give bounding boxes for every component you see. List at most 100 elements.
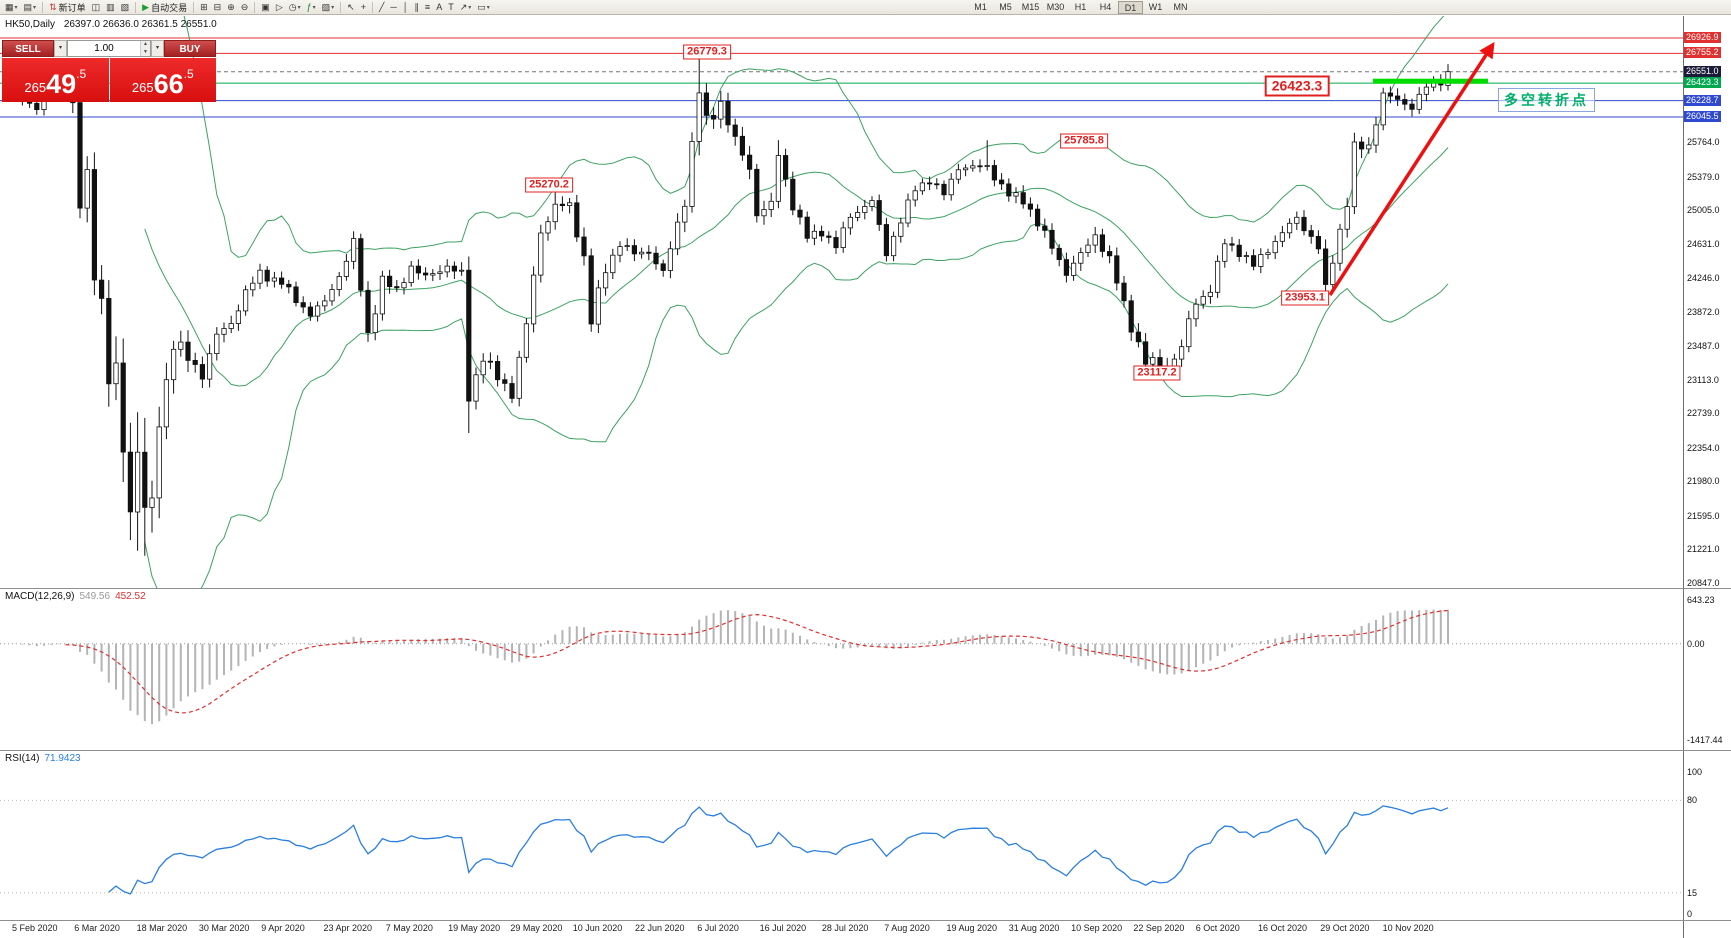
date-label: 30 Mar 2020 [198,923,250,933]
new-order-button[interactable]: ⇅ 新订单 [46,1,89,14]
bull-bear-turning-point-annotation: 多空转折点 [1498,88,1595,112]
rsi-name: RSI(14) [5,753,40,764]
price-callout: 26779.3 [683,44,731,60]
trade-prices-row: 265 49 .5 265 66 .5 [2,58,216,102]
timeframe-m30-button[interactable]: M30 [1046,2,1065,12]
macd-panel-canvas[interactable] [0,588,1683,750]
price-callout: 25270.2 [525,177,573,193]
zoom-out-icon[interactable]: ⊖ [238,1,252,14]
timeframe-w1-button[interactable]: W1 [1148,2,1163,12]
buy-price-display[interactable]: 265 66 .5 [109,58,216,102]
chart-shift-icon[interactable]: ▷ [273,1,286,14]
timeframe-m1-button[interactable]: M1 [974,2,987,12]
cascade-windows-icon[interactable]: ⊟ [211,1,225,14]
fibonacci-icon[interactable]: ≡ [422,1,433,14]
channel-icon[interactable]: ∥ [411,1,422,14]
timeframe-d1-button[interactable]: D1 [1118,1,1143,14]
data-window-icon[interactable]: ▥ [103,1,118,14]
vertical-line-icon[interactable]: │ [400,1,412,14]
date-label: 23 Apr 2020 [323,923,373,933]
toolbar-separator [371,1,373,13]
indicators-icon[interactable]: ƒ ▾ [304,1,319,14]
profiles-icon-dropdown[interactable]: ▾ [33,4,37,11]
sell-price-display[interactable]: 265 49 .5 [2,58,109,102]
price-axis-label: 22354.0 [1687,442,1720,453]
trendline-icon[interactable]: ╱ [376,1,387,14]
tile-windows-icon[interactable]: ⊞ [197,1,211,14]
timeframe-toolbar: M1 M5 M15 M30 H1 H4 D1 W1 MN [968,1,1193,14]
rsi-axis-label: 0 [1687,909,1693,919]
label-icon[interactable]: T [445,1,457,14]
timeframe-m5-button[interactable]: M5 [999,2,1012,12]
new-chart-icon-glyph: ▦ [5,1,14,12]
date-label: 22 Jun 2020 [635,923,685,933]
toolbar-separator [135,1,137,13]
profiles-icon-glyph: ▤ [23,1,33,12]
channel-icon-glyph: ∥ [414,1,419,12]
toolbar-separator [340,1,342,13]
templates-icon[interactable]: ▨ ▾ [319,1,338,14]
zoom-in-icon[interactable]: ⊕ [224,1,238,14]
toolbar-separator [254,1,256,13]
timeframe-h1-button[interactable]: H1 [1074,2,1087,12]
volume-field[interactable]: 1.00 ▲ ▼ [67,40,151,57]
crosshair-icon[interactable]: + [358,1,369,14]
volume-down-button[interactable]: ▼ [141,48,150,56]
shapes-icon-dropdown[interactable]: ▾ [486,4,490,11]
new-chart-icon-dropdown[interactable]: ▾ [14,4,18,11]
price-axis-label: 23872.0 [1687,306,1720,317]
indicators-icon-dropdown[interactable]: ▾ [312,4,316,11]
arrows-icon[interactable]: ↗ ▾ [457,1,475,14]
autotrade-button[interactable]: ▶ 自动交易 [139,1,190,14]
price-axis-tag: 26551.0 [1684,65,1721,77]
date-label: 19 May 2020 [448,923,501,933]
periods-icon[interactable]: ◷ ▾ [286,1,304,14]
macd-axis-label: 0.00 [1687,638,1705,649]
periods-icon-dropdown[interactable]: ▾ [297,4,301,11]
sell-price-prefix: 265 [24,80,47,95]
chart-shift-icon-glyph: ▷ [275,1,283,12]
price-axis-label: 25005.0 [1687,205,1720,216]
panel-separator[interactable] [0,588,1731,589]
buy-options-caret-icon[interactable]: ▾ [151,40,164,57]
volume-stepper: ▲ ▼ [140,41,150,56]
text-icon[interactable]: A [433,1,445,14]
arrows-icon-dropdown[interactable]: ▾ [468,4,472,11]
chart-ohlc-header: HK50,Daily 26397.0 26636.0 26361.5 26551… [5,19,217,30]
date-label: 16 Oct 2020 [1258,923,1308,933]
buy-price-prefix: 265 [131,80,154,95]
panel-separator[interactable] [0,750,1731,751]
buy-button[interactable]: BUY [164,40,216,57]
text-icon-glyph: A [436,1,443,12]
price-axis-label: 23487.0 [1687,341,1720,352]
templates-icon-dropdown[interactable]: ▾ [331,4,335,11]
profiles-icon[interactable]: ▤ ▾ [21,1,40,14]
auto-scroll-icon[interactable]: ▣ [258,1,273,14]
time-axis-separator [0,920,1731,921]
timeframe-m15-button[interactable]: M15 [1021,2,1040,12]
buy-price-sup: .5 [183,67,194,81]
volume-up-button[interactable]: ▲ [141,41,150,49]
ohlc-values: 26397.0 26636.0 26361.5 26551.0 [63,19,217,30]
main-chart-canvas[interactable] [0,16,1683,588]
toolbar: ▦ ▾ ▤ ▾ ⇅ 新订单 ◫ ▥ ▧ ▶ 自动交易 ⊞ ⊟ ⊕ ⊖ ▣ ▷ ◷ ▾ ƒ ▾ ▨ ▾ ↖ + ╱ ─ │ ∥ ≡ A T ↗ ▾ ▭… [0,0,1731,15]
new-chart-icon[interactable]: ▦ ▾ [2,1,21,14]
autotrade-button-glyph: ▶ [142,1,150,12]
zoom-out-icon-glyph: ⊖ [240,1,249,12]
rsi-panel-canvas[interactable] [0,750,1683,920]
cursor-icon[interactable]: ↖ [344,1,358,14]
sell-options-caret-icon[interactable]: ▾ [54,40,67,57]
date-label: 7 Aug 2020 [884,923,930,933]
volume-value[interactable]: 1.00 [94,43,114,54]
timeframe-mn-button[interactable]: MN [1173,2,1188,12]
horizontal-line-icon[interactable]: ─ [387,1,399,14]
price-callout: 25785.8 [1060,133,1108,149]
timeframe-h4-button[interactable]: H4 [1099,2,1112,12]
sell-button[interactable]: SELL [2,40,54,57]
macd-name: MACD(12,26,9) [5,591,75,602]
toolbar-separator [193,1,195,13]
navigator-icon[interactable]: ▧ [118,1,133,14]
market-watch-icon[interactable]: ◫ [89,1,104,14]
new-order-button-glyph: ⇅ [49,1,57,12]
shapes-icon[interactable]: ▭ ▾ [474,1,493,14]
